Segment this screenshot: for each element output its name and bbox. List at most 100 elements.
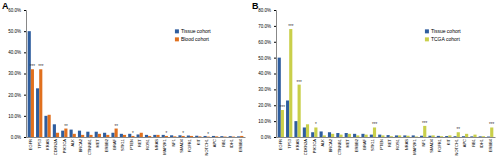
x-tick-group: BRAF <box>112 137 117 150</box>
bar <box>395 135 398 137</box>
y-tick-label: 50.0% <box>258 56 271 61</box>
y-tick <box>274 121 276 122</box>
x-tick-label: NOTCH1 <box>454 138 459 155</box>
bar <box>240 136 243 137</box>
bar <box>56 133 59 137</box>
x-tick-group: CTNNB1 <box>337 137 342 155</box>
bar <box>237 136 240 137</box>
significance-label: * <box>132 131 134 136</box>
significance-label: *** <box>372 122 378 127</box>
bar <box>31 69 34 137</box>
legend-label: TCGA cohort <box>431 36 461 42</box>
x-tick-label: STK11 <box>120 138 125 151</box>
bar <box>314 127 317 137</box>
bar <box>156 135 159 137</box>
bar <box>454 136 457 137</box>
series <box>31 69 244 137</box>
bar <box>78 131 81 137</box>
x-tick-label: NRAS <box>154 139 159 150</box>
significance-label: * <box>315 122 317 127</box>
x-tick-group: RET <box>387 137 392 147</box>
bar <box>232 136 235 137</box>
y-tick <box>274 58 276 59</box>
series <box>281 29 494 137</box>
bar <box>345 133 348 137</box>
bar <box>423 126 426 137</box>
bar <box>137 134 140 137</box>
bar <box>111 133 114 137</box>
y-tick <box>24 116 26 117</box>
y-tick-group: 80.0% <box>258 8 276 13</box>
significance-label: *** <box>280 105 286 110</box>
x-tick-label: SMAD4 <box>179 138 184 153</box>
x-axis: EGFRTP53KRASCDKN2APIK3CAALKBRCA2CTNNB1ME… <box>27 137 246 155</box>
x-tick-label: CTNNB1 <box>87 138 92 155</box>
bar <box>81 135 84 137</box>
bar <box>70 130 73 137</box>
x-tick-group: ROS1 <box>395 137 400 150</box>
y-tick-group: 50.0% <box>258 56 276 61</box>
x-tick-group: MAP2K1 <box>412 137 417 155</box>
bar <box>406 136 409 137</box>
y-tick-group: 20.0% <box>258 103 276 108</box>
bar <box>470 136 473 137</box>
x-tick-group: ROS1 <box>145 137 150 150</box>
x-tick-group: STK11 <box>120 137 125 151</box>
bar <box>370 135 373 137</box>
x-tick-label: IDH1 <box>479 138 484 148</box>
y-tick-label: 60.0% <box>8 8 21 13</box>
bar <box>48 115 51 137</box>
bar <box>390 136 393 137</box>
x-tick-label: ROS1 <box>145 138 150 150</box>
x-tick-label: BRAF <box>112 138 117 149</box>
x-tick-group: CTNNB1 <box>87 137 92 155</box>
x-tick-label: SMAD4 <box>429 138 434 153</box>
x-tick-group: PIK3CA <box>312 137 317 153</box>
bar <box>482 136 485 137</box>
significance-label: * <box>207 132 209 137</box>
bar <box>420 136 423 137</box>
bar <box>331 134 334 137</box>
legend-label: Tissue cohort <box>431 28 461 34</box>
x-tick-group: IDH1 <box>229 137 234 148</box>
y-tick <box>24 137 26 138</box>
bar <box>445 136 448 137</box>
significance-label: ** <box>114 124 118 129</box>
x-tick-label: EGFR <box>278 139 283 150</box>
y-tick-label: 20.0% <box>258 103 271 108</box>
y-tick-label: 30.0% <box>258 87 271 92</box>
x-tick-group: NOTCH1 <box>204 137 209 155</box>
x-tick-group: KRAS <box>45 137 50 150</box>
x-axis: EGFRTP53KRASCDKN2APIK3CAALKBRCA2CTNNB1ME… <box>277 137 496 155</box>
bar <box>89 135 92 137</box>
bar <box>361 134 364 137</box>
x-tick-label: BRCA2 <box>78 138 83 152</box>
x-tick-label: KRAS <box>45 139 50 150</box>
x-tick-label: BRAF <box>362 138 367 149</box>
bars <box>28 31 244 137</box>
x-tick-label: MAP2K1 <box>162 138 167 155</box>
bar <box>462 136 465 137</box>
bar <box>204 136 207 137</box>
x-tick-group: SMAD4 <box>179 137 184 153</box>
bar <box>178 135 181 137</box>
y-tick <box>274 105 276 106</box>
legend-label: Blood cohort <box>181 36 210 42</box>
x-tick-label: MAP2K1 <box>412 138 417 155</box>
y-tick-group: 60.0% <box>8 8 26 13</box>
x-tick-group: KRAS <box>295 137 300 150</box>
bar <box>187 136 190 137</box>
bar <box>215 136 218 137</box>
y-tick <box>274 137 276 138</box>
x-tick-group: APC <box>462 137 467 147</box>
x-tick-group: NRAS <box>404 137 409 150</box>
x-tick-group: RB1 <box>221 137 226 147</box>
bar <box>53 124 56 137</box>
x-tick-label: NF1 <box>171 138 176 146</box>
bar <box>437 136 440 137</box>
panel: A0.0%10.0%20.0%30.0%40.0%50.0%60.0%EGFRT… <box>2 1 246 155</box>
y-tick-label: 40.0% <box>258 71 271 76</box>
x-tick-group: TP53 <box>37 137 42 149</box>
bar <box>378 135 381 137</box>
bar <box>415 136 418 137</box>
